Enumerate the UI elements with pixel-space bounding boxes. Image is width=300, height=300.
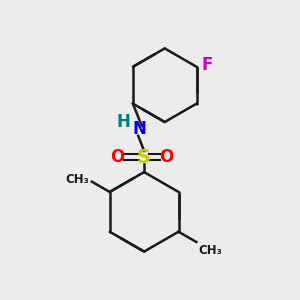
Text: N: N (133, 120, 147, 138)
Text: H: H (117, 113, 130, 131)
Text: O: O (110, 148, 125, 166)
Text: F: F (202, 56, 213, 74)
Text: CH₃: CH₃ (199, 244, 223, 257)
Text: CH₃: CH₃ (66, 173, 89, 186)
Text: S: S (137, 148, 151, 167)
Text: O: O (159, 148, 173, 166)
